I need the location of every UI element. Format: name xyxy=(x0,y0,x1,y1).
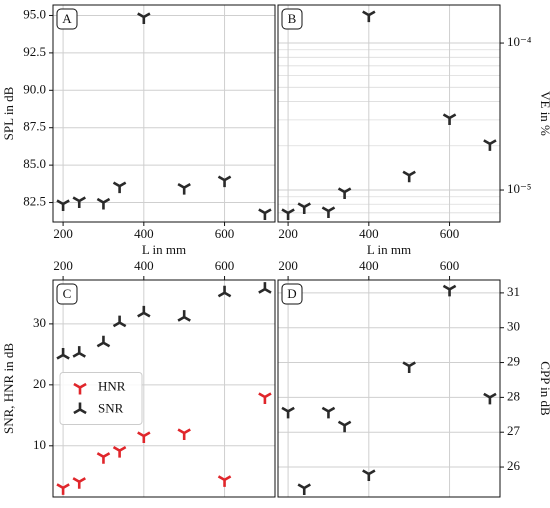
data-point xyxy=(483,139,497,151)
x-tick-label: 200 xyxy=(278,258,298,273)
legend-frame xyxy=(59,372,143,425)
panel-label: B xyxy=(288,11,297,26)
data-point xyxy=(72,477,86,489)
x-tick-label: 400 xyxy=(134,226,154,241)
data-point xyxy=(217,285,232,298)
y-tick-label: 90.0 xyxy=(23,81,46,96)
data-point xyxy=(297,483,311,495)
y-tick-label: 26 xyxy=(507,458,521,473)
data-point xyxy=(321,406,336,419)
x-tick-label: 200 xyxy=(278,226,298,241)
data-point xyxy=(217,175,232,188)
data-point xyxy=(402,170,416,183)
data-point xyxy=(442,113,457,126)
data-point xyxy=(56,347,70,360)
data-point xyxy=(258,282,272,294)
data-point xyxy=(217,475,232,487)
y-tick-label: 10⁻⁴ xyxy=(507,34,532,49)
y-tick-label: 28 xyxy=(507,388,520,403)
legend-marker xyxy=(73,382,87,395)
y-tick-label: 30 xyxy=(507,319,520,334)
plot-frame xyxy=(52,4,276,223)
panel-label-box xyxy=(56,8,78,30)
data-point xyxy=(281,208,295,220)
data-point xyxy=(297,202,311,215)
y-tick-label: 92.5 xyxy=(23,44,46,59)
data-point xyxy=(483,392,497,405)
data-point xyxy=(72,196,86,209)
panel-label-box xyxy=(281,8,303,30)
panel-label-box xyxy=(56,283,78,305)
x-tick-label: 600 xyxy=(440,226,460,241)
data-point xyxy=(56,199,70,212)
legend-marker xyxy=(73,402,87,415)
data-point xyxy=(362,10,376,23)
panel-label: D xyxy=(287,286,296,301)
x-tick-label: 400 xyxy=(359,226,379,241)
data-point xyxy=(112,315,127,328)
y-tick-label: 31 xyxy=(507,284,520,299)
y-axis-label: VE in % xyxy=(538,91,550,136)
data-point xyxy=(56,483,70,495)
x-tick-label: 600 xyxy=(440,258,460,273)
x-tick-label: 200 xyxy=(53,226,73,241)
data-point xyxy=(96,197,111,210)
data-point xyxy=(281,406,295,419)
data-point xyxy=(177,182,191,195)
data-point xyxy=(112,181,127,194)
y-tick-label: 10 xyxy=(33,437,46,452)
data-point xyxy=(137,305,151,318)
x-tick-label: 400 xyxy=(134,258,154,273)
data-point xyxy=(72,346,86,358)
x-tick-label: 600 xyxy=(215,258,235,273)
x-axis-label: L in mm xyxy=(367,242,411,257)
legend-label: HNR xyxy=(98,378,126,393)
data-point xyxy=(337,420,352,433)
plot-frame xyxy=(277,279,501,498)
y-tick-label: 82.5 xyxy=(23,194,46,209)
data-point xyxy=(137,12,151,24)
data-point xyxy=(112,446,127,458)
y-tick-label: 85.0 xyxy=(23,156,46,171)
data-point xyxy=(96,452,111,464)
data-point xyxy=(258,392,272,405)
y-tick-label: 87.5 xyxy=(23,119,46,134)
data-point xyxy=(96,335,111,348)
data-point xyxy=(177,428,191,440)
data-point xyxy=(402,361,416,374)
y-tick-label: 30 xyxy=(33,315,46,330)
panel-label: C xyxy=(63,286,72,301)
y-axis-label: SPL in dB xyxy=(1,86,16,140)
panel-label-box xyxy=(281,283,303,305)
y-tick-label: 10⁻⁵ xyxy=(507,181,531,196)
y-tick-label: 95.0 xyxy=(23,6,46,21)
x-tick-label: 200 xyxy=(53,258,73,273)
x-tick-label: 600 xyxy=(215,226,235,241)
data-point xyxy=(258,208,272,221)
data-point xyxy=(137,431,151,444)
y-axis-label: CPP in dB xyxy=(538,361,550,416)
y-axis-label: SNR, HNR in dB xyxy=(1,343,16,434)
legend-label: SNR xyxy=(98,400,124,415)
data-point xyxy=(337,187,352,199)
data-point xyxy=(321,206,336,218)
y-tick-label: 29 xyxy=(507,354,520,369)
panel-label: A xyxy=(62,11,72,26)
y-tick-label: 27 xyxy=(507,423,521,438)
plot-frame xyxy=(277,4,501,223)
plot-frame xyxy=(52,279,276,498)
x-tick-label: 400 xyxy=(359,258,379,273)
data-point xyxy=(362,469,376,482)
x-axis-label: L in mm xyxy=(142,242,186,257)
y-tick-label: 20 xyxy=(33,376,46,391)
data-point xyxy=(442,284,457,297)
data-point xyxy=(177,310,191,322)
